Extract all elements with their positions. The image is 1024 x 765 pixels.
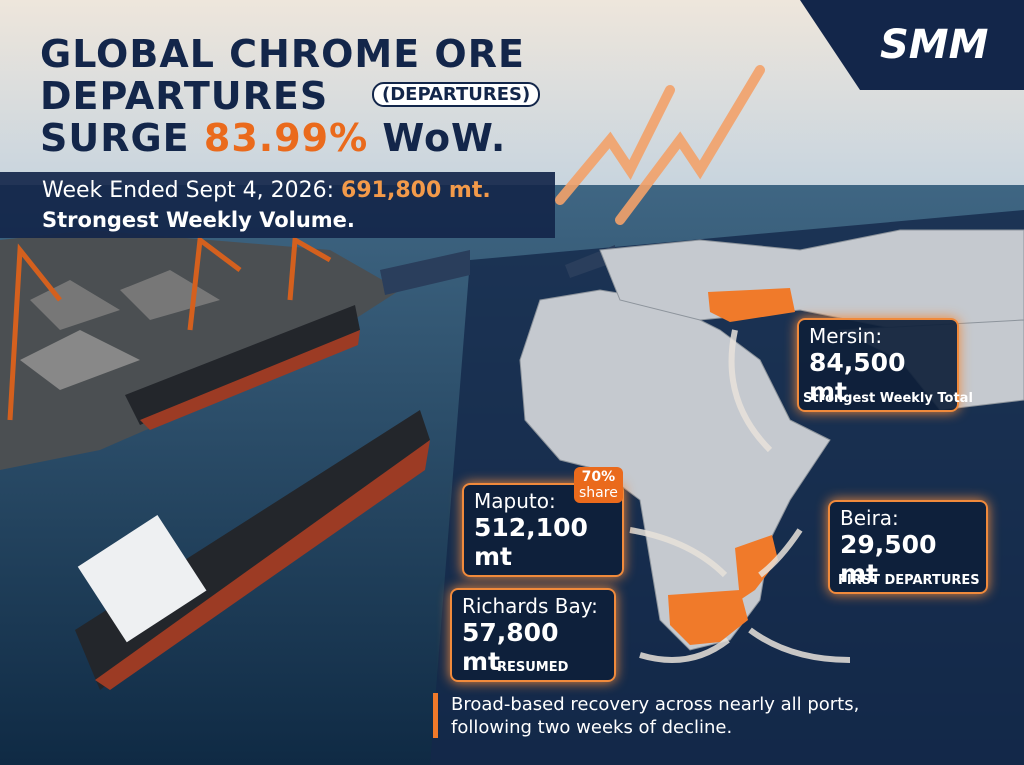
port-volume: 512,100 mt <box>474 513 588 571</box>
port-terminal <box>0 230 400 470</box>
port-card: Maputo: 512,100 mt <box>462 483 624 577</box>
share-value: 70% <box>581 469 616 485</box>
port-note: FIRST DEPARTURES <box>838 573 980 588</box>
port-note: RESUMED <box>497 660 569 675</box>
flow-arrows <box>629 329 851 663</box>
subheader-line: Week Ended Sept 4, 2026: 691,800 mt. <box>42 178 491 203</box>
subheader-bar <box>0 172 555 238</box>
footer-text: Broad-based recovery across nearly all p… <box>451 693 859 739</box>
ship <box>75 410 430 690</box>
title-line: GLOBAL CHROME ORE <box>40 32 525 76</box>
week-total: 691,800 mt. <box>341 178 491 203</box>
subheader-line: Strongest Weekly Volume. <box>42 208 355 232</box>
port-name: Richards Bay: <box>462 594 598 618</box>
footer-line: Broad-based recovery across nearly all p… <box>451 694 860 715</box>
ship-hull <box>140 330 360 430</box>
title-word: SURGE <box>40 116 190 160</box>
ore-pile <box>20 330 140 390</box>
title-line: DEPARTURES <box>40 74 329 118</box>
title-word: WoW. <box>382 116 507 160</box>
turkey-highlight <box>708 288 795 322</box>
ship <box>125 305 360 425</box>
week-label: Week Ended Sept 4, 2026: <box>42 178 335 203</box>
title-line: SURGE 83.99% WoW. <box>40 116 506 160</box>
title-badge: (DEPARTURES) <box>372 82 541 107</box>
trend-arrows <box>555 65 765 225</box>
ship-hull <box>95 440 430 690</box>
mozambique-highlight <box>735 535 778 600</box>
south-africa-highlight <box>668 590 748 645</box>
port-card: Mersin: 84,500 mt <box>797 318 959 412</box>
port-note: Strongest Weekly Total <box>803 391 973 406</box>
logo-panel <box>800 0 1024 90</box>
share-badge: 70% share <box>574 467 623 503</box>
port-card: Richards Bay: 57,800 mt <box>450 588 616 682</box>
ship <box>380 250 470 295</box>
port-name: Mersin: <box>809 324 883 348</box>
ship-bridge <box>77 515 207 643</box>
footer-line: following two weeks of decline. <box>451 717 733 738</box>
share-label: share <box>579 485 618 501</box>
footer-accent <box>433 693 438 738</box>
port-volume: 84,500 mt <box>809 348 906 406</box>
port-volume: 29,500 mt <box>840 530 937 588</box>
port-name: Beira: <box>840 506 899 530</box>
port-volume: 57,800 mt <box>462 618 559 676</box>
port-card: Beira: 29,500 mt <box>828 500 988 594</box>
port-name: Maputo: <box>474 489 556 513</box>
eurasia-map <box>599 229 1024 331</box>
title-percent: 83.99% <box>203 116 369 160</box>
cranes <box>7 235 332 421</box>
ore-pile <box>120 270 220 320</box>
logo: SMM <box>880 22 989 68</box>
